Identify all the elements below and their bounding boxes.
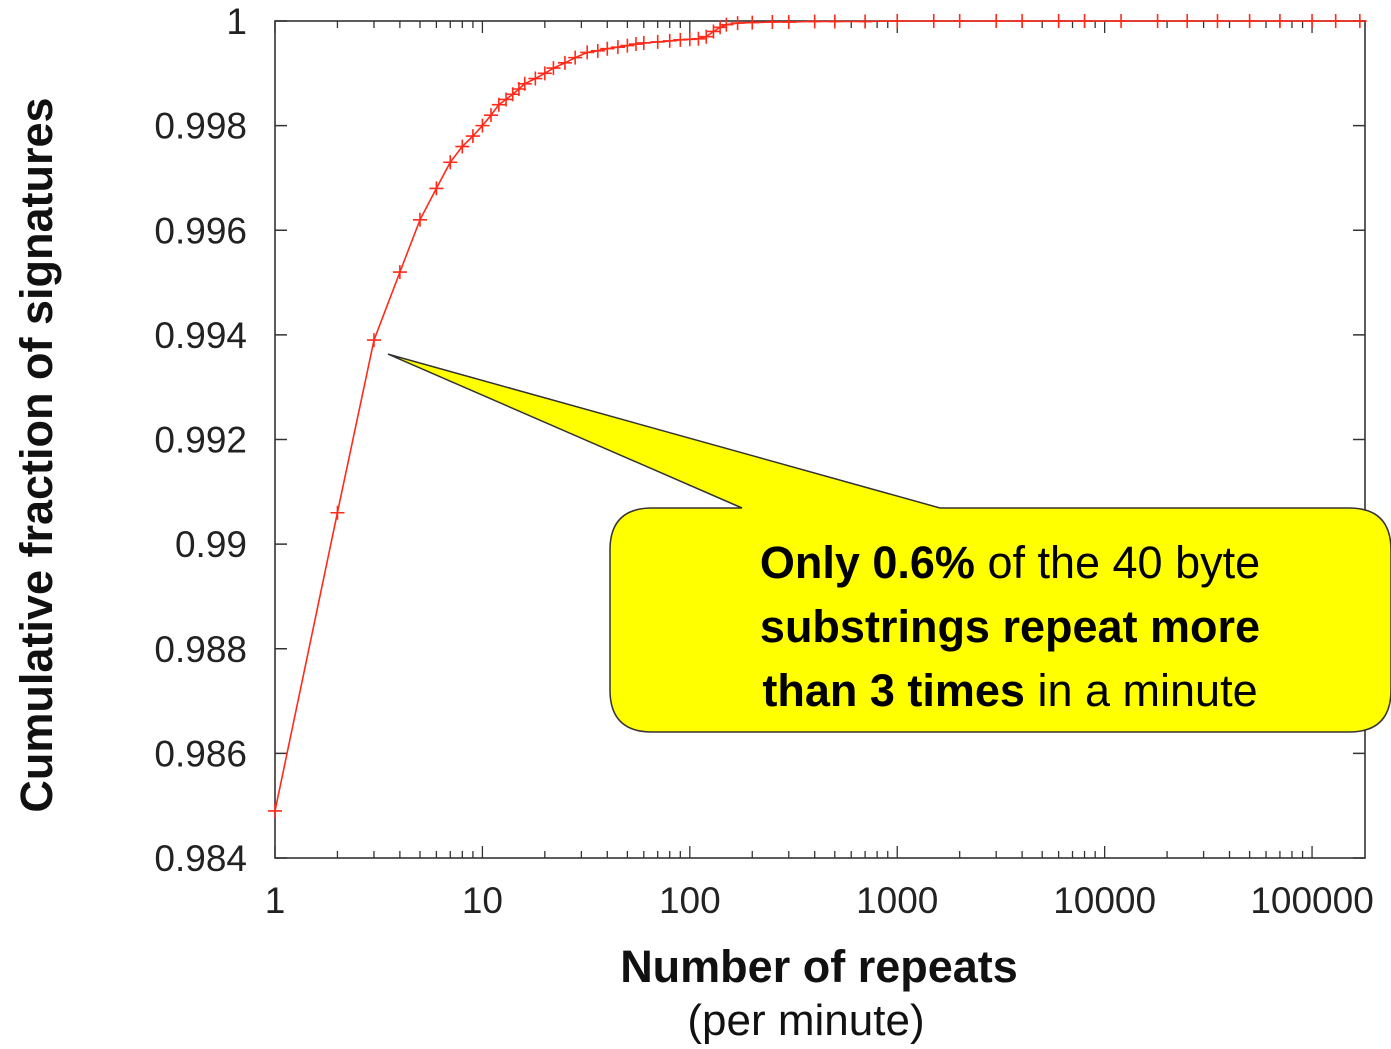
data-point bbox=[1015, 14, 1030, 28]
data-point bbox=[1077, 14, 1092, 28]
data-point bbox=[483, 108, 498, 123]
callout: Only 0.6% of the 40 byte substrings repea… bbox=[387, 353, 1391, 733]
data-point bbox=[330, 505, 345, 520]
y-axis-title: Cumulative fraction of signatures bbox=[11, 97, 62, 812]
y-tick-label: 0.988 bbox=[154, 629, 247, 670]
data-point bbox=[781, 15, 796, 30]
data-point bbox=[650, 34, 665, 49]
data-point bbox=[827, 14, 842, 29]
data-point bbox=[719, 17, 734, 32]
callout-bubble bbox=[387, 353, 1391, 733]
x-tick-label: 100000 bbox=[1250, 880, 1373, 921]
data-point bbox=[628, 37, 643, 52]
data-point bbox=[858, 14, 873, 29]
data-point bbox=[620, 38, 635, 53]
data-point bbox=[412, 212, 427, 227]
data-point bbox=[590, 43, 605, 58]
x-tick-label: 10000 bbox=[1053, 880, 1156, 921]
data-point bbox=[1180, 14, 1195, 28]
data-point bbox=[1114, 14, 1129, 28]
data-point bbox=[392, 265, 407, 280]
data-point bbox=[691, 31, 706, 46]
data-point bbox=[455, 139, 470, 154]
data-point bbox=[890, 14, 905, 28]
data-point bbox=[1272, 14, 1287, 28]
series-layer bbox=[268, 14, 1367, 818]
data-point bbox=[765, 15, 780, 30]
y-tick-label: 0.998 bbox=[154, 106, 247, 147]
data-point bbox=[537, 66, 552, 81]
y-tick-label: 0.992 bbox=[154, 420, 247, 461]
data-point bbox=[568, 50, 583, 65]
x-axis-subtitle: (per minute) bbox=[687, 996, 924, 1045]
data-point bbox=[989, 14, 1004, 28]
data-point bbox=[1210, 14, 1225, 28]
data-point bbox=[546, 61, 561, 76]
data-point bbox=[636, 35, 651, 50]
data-point bbox=[443, 155, 458, 170]
x-axis-title: Number of repeats bbox=[620, 941, 1018, 992]
data-point bbox=[952, 14, 967, 28]
callout-text-segment: of the 40 byte bbox=[975, 537, 1260, 588]
y-tick-label: 1 bbox=[226, 1, 247, 42]
callout-text-segment: Only 0.6% bbox=[760, 537, 975, 588]
callout-text: Only 0.6% of the 40 byte substrings repea… bbox=[760, 537, 1260, 716]
axes: 0.984 0.986 0.988 0.99 0.992 0.994 0.996 0.998 1… bbox=[154, 1, 1373, 921]
x-tick-label: 1000 bbox=[856, 880, 938, 921]
y-tick-label: 0.986 bbox=[154, 733, 247, 774]
data-point bbox=[600, 41, 615, 56]
x-tick-label: 1 bbox=[265, 880, 286, 921]
data-point bbox=[528, 71, 543, 86]
data-point bbox=[268, 803, 282, 818]
y-tick-label: 0.984 bbox=[154, 838, 247, 879]
data-point bbox=[580, 45, 595, 60]
y-tick-label: 0.99 bbox=[175, 524, 247, 565]
x-tick-label: 10 bbox=[462, 880, 503, 921]
data-point bbox=[1352, 14, 1367, 28]
data-point bbox=[429, 181, 444, 196]
data-point bbox=[1150, 14, 1165, 28]
data-point bbox=[807, 14, 822, 29]
data-point bbox=[1305, 14, 1320, 28]
data-point bbox=[1328, 14, 1343, 28]
y-tick-label: 0.994 bbox=[154, 315, 247, 356]
data-point bbox=[1242, 14, 1257, 28]
callout-text-segment: substrings repeat more bbox=[760, 601, 1260, 652]
data-point bbox=[517, 76, 532, 91]
data-point bbox=[745, 15, 760, 30]
data-point bbox=[926, 14, 941, 28]
data-point bbox=[730, 16, 745, 31]
data-point bbox=[557, 55, 572, 70]
data-point bbox=[662, 33, 677, 48]
data-point bbox=[1051, 14, 1066, 28]
data-point bbox=[366, 333, 381, 348]
data-point bbox=[475, 118, 490, 133]
data-point bbox=[699, 29, 714, 44]
data-point bbox=[465, 129, 480, 144]
callout-text-segment: in a minute bbox=[1025, 665, 1258, 716]
data-point bbox=[491, 97, 506, 112]
data-point bbox=[610, 40, 625, 55]
y-tick-label: 0.996 bbox=[154, 210, 247, 251]
callout-text-segment: than 3 times bbox=[762, 665, 1025, 716]
data-point bbox=[713, 20, 728, 35]
x-tick-label: 100 bbox=[659, 880, 721, 921]
